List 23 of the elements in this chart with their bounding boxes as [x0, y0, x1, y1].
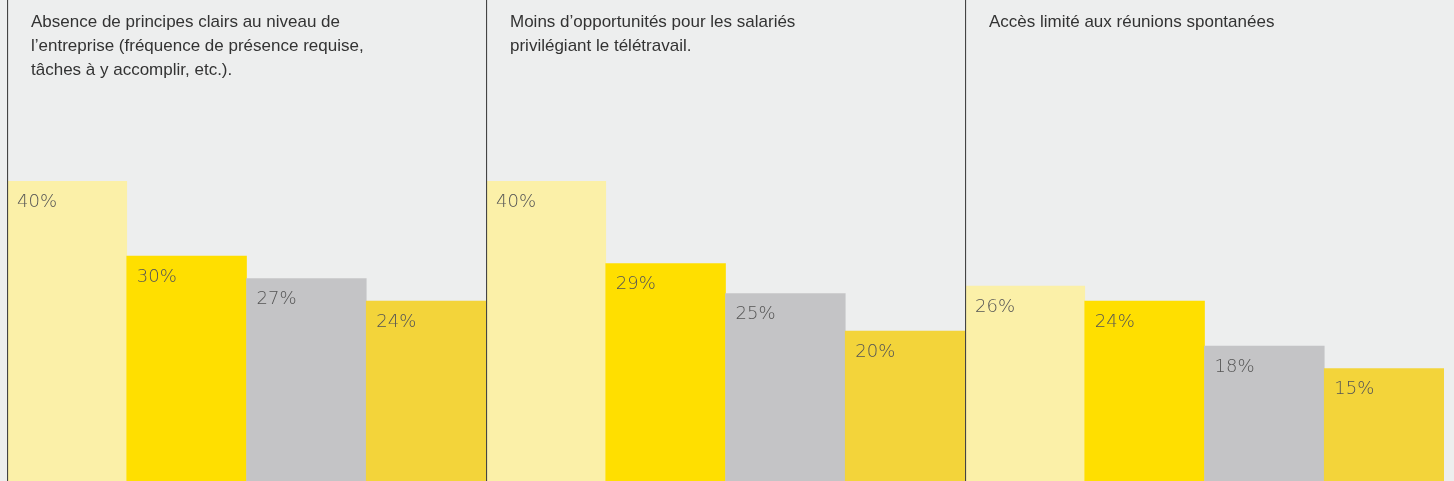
bar [1204, 345, 1325, 481]
bar [7, 181, 128, 481]
data-label: 29% [615, 272, 656, 294]
data-label: 24% [376, 309, 417, 331]
data-label: 40% [496, 189, 537, 211]
chart-title: Absence de principes clairs au niveau de l’entreprise (fréquence de présence requise, tâches à y accomplir, etc.). [31, 11, 365, 81]
data-label: 18% [1214, 354, 1255, 376]
bar [246, 278, 367, 481]
data-label: 24% [1094, 309, 1135, 331]
data-label: 40% [17, 189, 58, 211]
data-label: 27% [256, 287, 297, 309]
data-label: 25% [735, 302, 776, 324]
chart-title: Moins d’opportunités pour les salariés privilégiant le télétravail. [510, 11, 797, 57]
bar [1084, 300, 1205, 481]
bar [725, 293, 846, 481]
data-label: 20% [855, 339, 896, 361]
chart-title: Accès limité aux réunions spontanées [989, 11, 1276, 33]
bar [126, 255, 247, 481]
data-label: 30% [136, 264, 177, 286]
data-label: 15% [1334, 377, 1375, 399]
data-label: 26% [975, 294, 1016, 316]
bar [1323, 368, 1444, 481]
bar [605, 263, 726, 481]
